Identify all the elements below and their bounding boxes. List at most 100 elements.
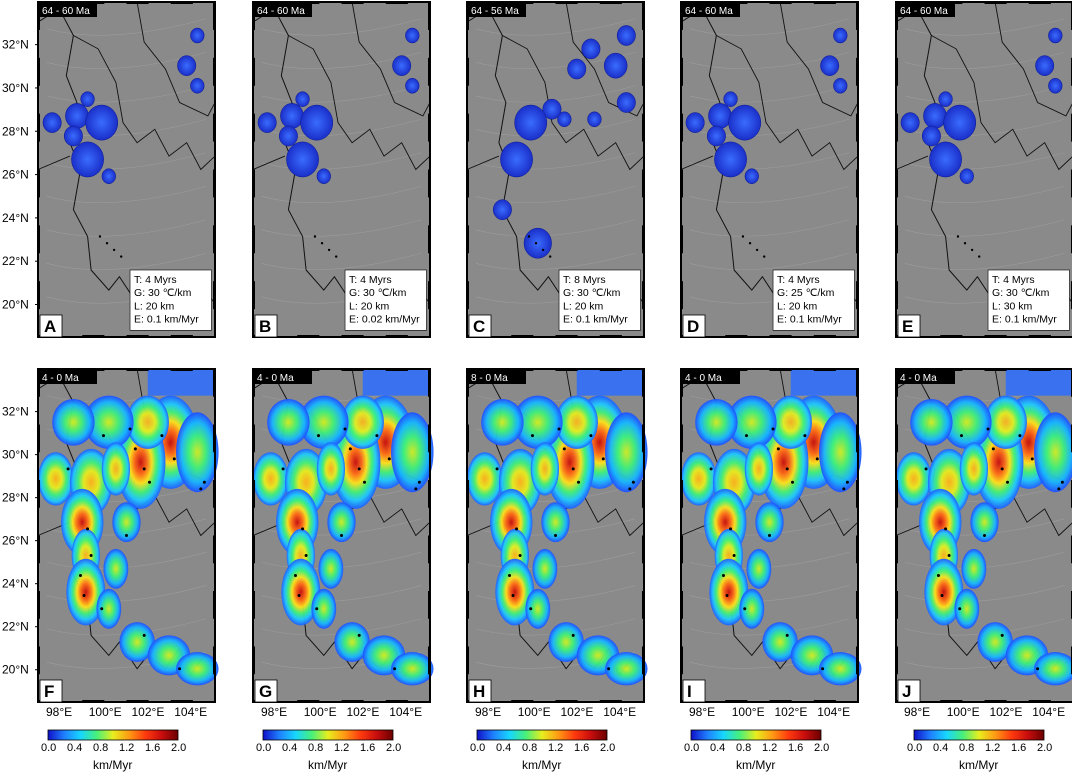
top-panel-e-frame-tick <box>895 57 898 86</box>
bottom-panel-h-frame-tick <box>642 646 645 675</box>
bottom-panel-i-frame-tick <box>769 368 792 371</box>
top-panel-c-exhumation-patch <box>581 38 601 60</box>
top-panel-b-frame-tick <box>297 1 320 4</box>
top-panel-d-exhumation-patch <box>728 104 762 141</box>
top-panel-d-fault-line <box>689 219 850 237</box>
bottom-panel-j-sample-dot <box>947 553 951 557</box>
top-panel-d-frame-tick <box>856 57 859 86</box>
top-panel-d-frame-tick <box>680 225 683 254</box>
bottom-panel-g-exhumation-rate-patch <box>362 369 430 396</box>
top-panel-c-frame-tick <box>642 225 645 254</box>
top-panel-e-frame-tick <box>1028 335 1051 338</box>
top-panel-d-province-boundary <box>716 35 859 171</box>
top-panel-d-sample-dot <box>755 248 759 252</box>
bottom-panel-i-time-label: 4 - 0 Ma <box>685 373 722 384</box>
bottom-panel-g-frame-tick <box>252 646 255 675</box>
top-panel-d-exhumation-patch <box>744 168 759 184</box>
bottom-panel-g-sample-dot <box>357 467 361 471</box>
bottom-panel-h-fault-line <box>475 618 636 636</box>
bottom-panel-g-frame-tick <box>252 535 255 564</box>
bottom-panel-h-sample-dot <box>571 467 575 471</box>
top-panel-c-exhumation-patch <box>587 111 602 128</box>
bottom-panel-j-time-tag-bg <box>897 370 955 384</box>
top-panel-d-exhumation-patch <box>833 77 848 94</box>
bottom-panel-f-sample-dot <box>125 534 128 537</box>
bottom-panel-g-sample-dot <box>357 633 361 637</box>
top-panel-e-sample-dot <box>963 242 967 245</box>
bottom-panel-f-frame-tick <box>126 700 149 703</box>
top-panel-d-frame-tick <box>725 335 748 338</box>
bottom-panel-f-sample-dot <box>199 487 203 491</box>
top-lat-label: 24°N <box>2 211 29 225</box>
bottom-panel-j-sample-dot <box>1000 467 1004 471</box>
top-panel-c-frame-tick <box>466 57 469 86</box>
bottom-panel-h-sample-dot <box>557 427 561 431</box>
bottom-panel-g-frame-tick <box>252 424 255 453</box>
bottom-panel-j-sample-dot <box>958 607 962 611</box>
colorbar-unit: km/Myr <box>736 758 775 772</box>
bottom-panel-i-frame-tick <box>680 369 683 397</box>
top-panel-d-param-1: G: 25 ℃/km <box>777 287 835 299</box>
bottom-panel-g-sample-dot <box>304 553 308 557</box>
top-panel-a-frame-tick <box>170 335 193 338</box>
top-panel-e-exhumation-patch <box>900 112 920 133</box>
colorbar-5 <box>913 729 1045 741</box>
top-panel-e-exhumation-patch <box>1048 27 1063 44</box>
bottom-panel-i: 4 - 0 Ma I <box>680 368 862 703</box>
top-panel-c-sample-dot <box>548 255 552 258</box>
top-panel-e-frame-tick <box>895 225 898 254</box>
bottom-lat-label: 26°N <box>2 534 29 548</box>
top-panel-b-frame-tick <box>428 225 431 254</box>
top-panel-a-fault-line <box>46 152 207 170</box>
colorbar-tick-label: 0.0 <box>907 742 922 754</box>
bottom-panel-j-exhumation-rate-patch <box>896 452 932 506</box>
bottom-panel-j-sample-dot <box>1036 667 1040 671</box>
top-panel-a-fault-line <box>46 118 207 137</box>
top-panel-b-frame-tick <box>252 281 255 310</box>
top-panel-e-exhumation-patch <box>923 103 947 129</box>
top-panel-c-fault-line <box>475 152 636 170</box>
bottom-lat-label: 32°N <box>2 405 29 419</box>
bottom-panel-g-sample-dot <box>363 480 367 484</box>
top-panel-e-sample-dot <box>970 248 974 252</box>
bottom-panel-h-exhumation-rate-patch <box>532 548 558 589</box>
top-panel-d-frame-tick <box>813 1 836 4</box>
top-panel-c-frame-tick <box>467 1 490 4</box>
top-panel-c-param-2: L: 20 km <box>563 300 604 312</box>
top-panel-c-fault-line <box>475 118 636 137</box>
colorbar-tick-label: 2.0 <box>386 742 401 754</box>
bottom-panel-h: 8 - 0 Ma H <box>466 368 648 703</box>
top-panel-b-time-label: 64 - 60 Ma <box>257 6 305 17</box>
top-panel-c-frame-tick <box>599 335 622 338</box>
bottom-panel-i-exhumation-rate-patch <box>819 412 862 493</box>
bottom-panel-j-letter-box <box>897 679 921 703</box>
bottom-panel-g-frame-tick <box>252 591 255 619</box>
top-panel-d-frame-tick <box>680 57 683 86</box>
top-panel-a-exhumation-patch <box>65 103 89 129</box>
top-panel-d-time-label: 64 - 60 Ma <box>685 6 733 17</box>
top-panel-b-province-boundary <box>351 1 431 117</box>
bottom-panel-i-fault-line <box>689 618 850 636</box>
colorbar-tick-label: 0.4 <box>933 742 948 754</box>
bottom-panel-j-sample-dot <box>944 527 948 531</box>
top-panel-c-exhumation-patch <box>523 227 552 259</box>
top-panel-c-province-boundary <box>502 35 645 171</box>
bottom-panel-g-sample-dot <box>387 457 391 461</box>
bottom-panel-f-frame-tick <box>82 368 105 371</box>
top-panel-a-fault-line <box>46 85 207 103</box>
bottom-panel-i-sample-dot <box>785 633 789 637</box>
bottom-panel-g-time-tag-bg <box>254 370 312 384</box>
bottom-panel-i-frame-tick <box>813 368 836 371</box>
bottom-panel-h-sample-dot <box>562 447 566 451</box>
bottom-panel-f-time-label: 4 - 0 Ma <box>42 373 79 384</box>
top-panel-c-frame-tick <box>466 281 469 310</box>
top-panel-d-frame-tick <box>856 2 859 30</box>
bottom-panel-j-frame-tick <box>895 369 898 397</box>
top-panel-d-exhumation-patch <box>833 27 848 44</box>
top-panel-d-exhumation-patch <box>706 125 726 147</box>
top-panel-e-param-3: E: 0.1 km/Myr <box>992 314 1057 326</box>
bottom-panel-j-exhumation-rate-patch <box>942 395 992 449</box>
bottom-panel-g-sample-dot <box>375 434 379 438</box>
bottom-panel-j-frame-tick <box>1028 700 1051 703</box>
